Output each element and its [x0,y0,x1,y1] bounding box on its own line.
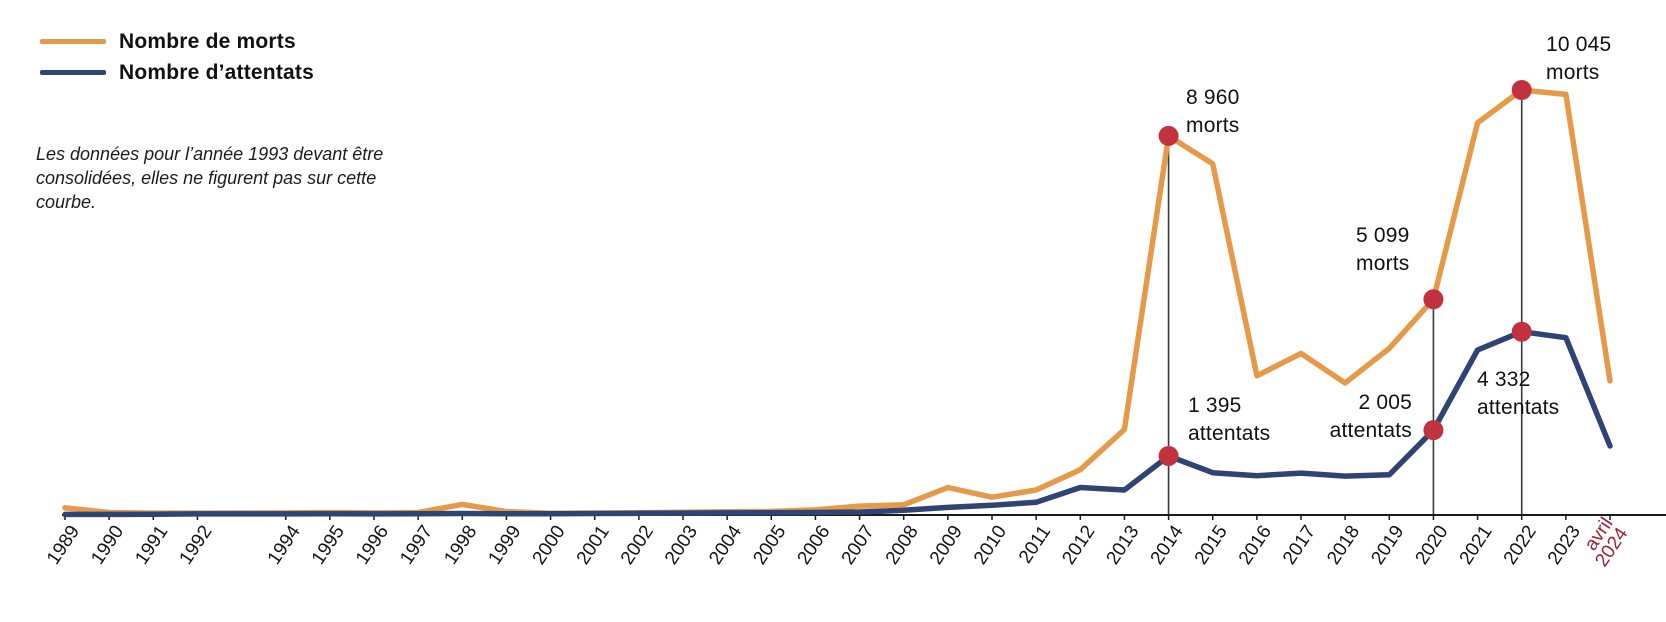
svg-text:1992: 1992 [175,522,216,569]
svg-text:2009: 2009 [926,522,967,569]
legend-item-morts: Nombre de morts [40,26,314,57]
svg-text:2012: 2012 [1058,522,1099,569]
annotation-value: 10 045 [1546,33,1612,56]
svg-text:2020: 2020 [1411,522,1452,569]
annotation-attentats-2014: 1 395 attentats [1188,392,1270,448]
svg-text:2016: 2016 [1235,522,1276,569]
annotation-unit: morts [1356,252,1410,275]
legend-label-attentats: Nombre d’attentats [119,60,314,84]
svg-text:2004: 2004 [705,521,746,568]
svg-text:1994: 1994 [264,521,305,568]
svg-text:2008: 2008 [882,522,923,569]
legend-item-attentats: Nombre d’attentats [40,57,314,88]
svg-text:2001: 2001 [573,522,614,569]
svg-text:2019: 2019 [1367,522,1408,569]
chart-legend: Nombre de morts Nombre d’attentats [40,26,314,88]
annotation-unit: attentats [1188,422,1271,445]
svg-text:2022: 2022 [1500,522,1541,569]
svg-text:2018: 2018 [1323,522,1364,569]
svg-text:2014: 2014 [1147,521,1188,568]
svg-text:1990: 1990 [87,522,128,569]
annotation-morts-2014: 8 960 morts [1186,84,1240,140]
svg-text:2002: 2002 [617,522,658,569]
morts-line-swatch [40,39,106,44]
svg-text:1996: 1996 [352,522,393,569]
annotation-value: 5 099 [1356,224,1410,247]
annotation-unit: attentats [1329,419,1412,442]
svg-text:2011: 2011 [1015,522,1055,568]
svg-text:2006: 2006 [793,522,834,569]
svg-text:1999: 1999 [484,522,525,569]
annotation-unit: morts [1186,114,1240,137]
svg-text:2000: 2000 [529,522,570,569]
svg-text:2015: 2015 [1191,522,1232,569]
svg-text:1989: 1989 [43,522,84,569]
svg-text:2017: 2017 [1279,522,1320,569]
svg-text:2003: 2003 [661,522,702,569]
annotation-value: 2 005 [1358,391,1412,414]
annotation-attentats-2020: 2 005 attentats [1258,389,1412,445]
annotation-value: 1 395 [1188,394,1242,417]
annotation-attentats-2022: 4 332 attentats [1477,366,1559,422]
svg-text:1998: 1998 [440,522,481,569]
svg-text:1997: 1997 [396,522,437,569]
svg-text:2013: 2013 [1102,522,1143,569]
annotation-value: 8 960 [1186,86,1240,109]
annotation-unit: attentats [1477,396,1560,419]
annotation-value: 4 332 [1477,368,1531,391]
svg-text:2005: 2005 [749,522,790,569]
svg-text:2007: 2007 [838,522,879,569]
svg-text:1991: 1991 [131,522,172,569]
svg-text:2023: 2023 [1544,522,1585,569]
svg-text:1995: 1995 [308,522,349,569]
annotation-morts-2022: 10 045 morts [1546,31,1611,87]
attentats-line-swatch [40,70,106,75]
annotation-unit: morts [1546,61,1600,84]
footnote-1993: Les données pour l’année 1993 devant êtr… [36,144,384,212]
legend-label-morts: Nombre de morts [119,29,296,53]
svg-text:2021: 2021 [1456,522,1497,569]
annotation-morts-2020: 5 099 morts [1356,222,1410,278]
svg-text:2010: 2010 [970,522,1011,569]
